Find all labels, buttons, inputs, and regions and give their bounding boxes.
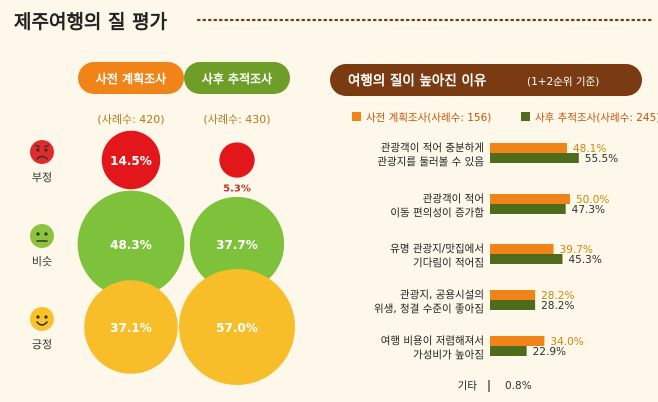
face-eye-icon <box>36 148 40 152</box>
bar-value-label: 45.3% <box>568 254 601 266</box>
row-label: 부정 <box>32 171 52 184</box>
face-brow-icon <box>34 144 50 148</box>
bar-post-1 <box>490 204 566 214</box>
pill-label: 사전 계획조사 <box>96 71 166 86</box>
face-mouth-icon <box>36 321 48 326</box>
face-eye-icon <box>44 232 48 236</box>
sample-size-label: (사례수: 430) <box>203 113 270 126</box>
reason-label: 관광지를 둘러볼 수 있음 <box>377 156 484 168</box>
other-label: 기타 <box>458 380 478 392</box>
face-eye-icon <box>36 315 40 319</box>
bar-post-4 <box>490 346 527 356</box>
bar-pre-4 <box>490 336 545 346</box>
bar-value-label: 22.9% <box>533 346 566 358</box>
reason-label: 관광지, 공용시설의 <box>400 289 484 301</box>
other-value: 0.8% <box>505 380 532 392</box>
bar-pre-1 <box>490 194 570 204</box>
reasons-header-subtitle: (1+2순위 기준) <box>527 75 599 88</box>
sample-size-label: (사례수: 420) <box>97 113 164 126</box>
bubble-value-label: 57.0% <box>216 321 258 335</box>
bar-value-label: 28.2% <box>541 290 574 302</box>
reason-label: 기다림이 적어짐 <box>413 257 484 269</box>
bar-value-label: 47.3% <box>572 204 605 216</box>
legend-label: 사후 추적조사(사례수: 245) <box>535 112 658 124</box>
page-title: 제주여행의 질 평가 <box>14 11 168 33</box>
bar-post-0 <box>490 153 579 163</box>
face-mouth-icon <box>36 155 48 160</box>
bubble-value-label: 37.7% <box>216 238 258 252</box>
reasons-header-title: 여행의 질이 높아진 이유 <box>348 72 487 89</box>
face-eye-icon <box>36 232 40 236</box>
reason-label: 위생, 청결 수준이 좋아짐 <box>374 302 484 315</box>
legend-label: 사전 계획조사(사례수: 156) <box>366 112 491 124</box>
reason-label: 유명 관광지/맛집에서 <box>390 243 484 255</box>
bar-value-label: 39.7% <box>560 244 593 256</box>
reason-label: 이동 편의성이 증가함 <box>390 206 484 219</box>
bar-pre-2 <box>490 244 554 254</box>
bar-post-2 <box>490 254 563 264</box>
row-label: 비슷 <box>32 255 52 268</box>
sad-face-icon <box>30 140 54 164</box>
bubble-0-0 <box>101 130 161 190</box>
bar-pre-0 <box>490 143 567 153</box>
bar-value-label: 34.0% <box>550 336 583 348</box>
reason-label: 관광객이 적어 충분하게 <box>381 141 484 154</box>
bar-value-label: 55.5% <box>585 153 618 165</box>
pill-pre-survey <box>78 62 184 94</box>
bubble-2-1 <box>179 269 295 385</box>
bubble-value-label: 37.1% <box>110 321 152 335</box>
neutral-face-icon <box>30 224 54 248</box>
reason-label: 가성비가 높아짐 <box>413 349 484 361</box>
reasons-header-bar <box>330 64 642 96</box>
bubble-1-0 <box>77 190 185 298</box>
bubble-1-1 <box>189 196 285 292</box>
legend-swatch <box>352 112 361 121</box>
bar-pre-3 <box>490 290 536 300</box>
legend-swatch <box>521 112 530 121</box>
happy-face-icon <box>30 307 54 331</box>
bar-value-label: 50.0% <box>576 194 609 206</box>
bubble-0-1 <box>219 142 255 178</box>
face-eye-icon <box>44 315 48 319</box>
bubble-value-label: 48.3% <box>110 238 152 252</box>
reason-label: 여행 비용이 저렴해져서 <box>381 334 484 347</box>
bubble-value-label: 14.5% <box>110 154 152 168</box>
bar-value-label: 28.2% <box>541 300 574 312</box>
row-label: 긍정 <box>32 338 52 351</box>
reason-label: 관광객이 적어 <box>423 193 484 205</box>
bar-post-3 <box>490 300 536 310</box>
bubble-value-label: 5.3% <box>223 184 251 195</box>
face-eye-icon <box>44 148 48 152</box>
bar-value-label: 48.1% <box>573 143 606 155</box>
pill-label: 사후 추적조사 <box>202 71 272 86</box>
bubble-2-0 <box>84 280 178 374</box>
pill-post-survey <box>184 62 290 94</box>
